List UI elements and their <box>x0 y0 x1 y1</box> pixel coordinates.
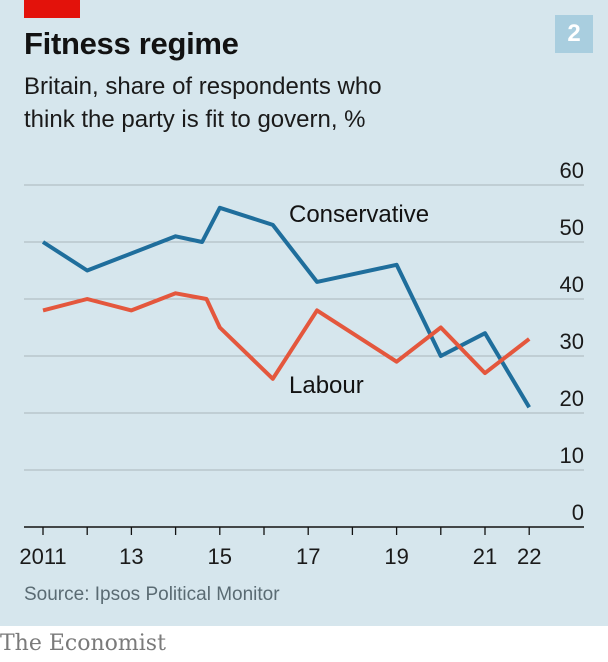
x-tick-label: 2011 <box>19 544 66 569</box>
y-tick-label: 30 <box>560 329 584 354</box>
conservative-series-line <box>41 205 531 409</box>
y-tick-label: 60 <box>560 158 584 183</box>
y-tick-label: 0 <box>572 500 584 525</box>
x-tick-label: 19 <box>384 544 408 569</box>
subtitle-line-2: think the party is fit to govern, % <box>24 106 366 133</box>
labour-series-label: Labour <box>289 372 364 399</box>
x-tick-label: 17 <box>296 544 320 569</box>
source-note: Source: Ipsos Political Monitor <box>24 584 280 605</box>
y-tick-label: 50 <box>560 215 584 240</box>
y-tick-label: 10 <box>560 443 584 468</box>
y-tick-label: 40 <box>560 272 584 297</box>
subtitle-line-1: Britain, share of respondents who <box>24 73 382 100</box>
chart-card: Fitness regime 2 Britain, share of respo… <box>0 0 608 626</box>
chart-number-badge: 2 <box>555 15 593 53</box>
x-tick-label: 22 <box>517 544 541 569</box>
chart-title: Fitness regime <box>24 26 239 61</box>
x-tick-label: 21 <box>473 544 497 569</box>
line-chart: 0 10 20 30 40 50 60 2011 13 15 17 19 21 22 Conservativ… <box>19 158 584 569</box>
y-tick-label: 20 <box>560 386 584 411</box>
chart-subtitle: Britain, share of respondents who think … <box>24 70 584 136</box>
labour-series-line <box>42 291 531 381</box>
brand-tag <box>24 0 80 18</box>
conservative-series-label: Conservative <box>289 201 429 228</box>
x-tick-label: 13 <box>119 544 143 569</box>
x-tick-label: 15 <box>208 544 232 569</box>
publisher-logo: The Economist <box>0 631 166 656</box>
